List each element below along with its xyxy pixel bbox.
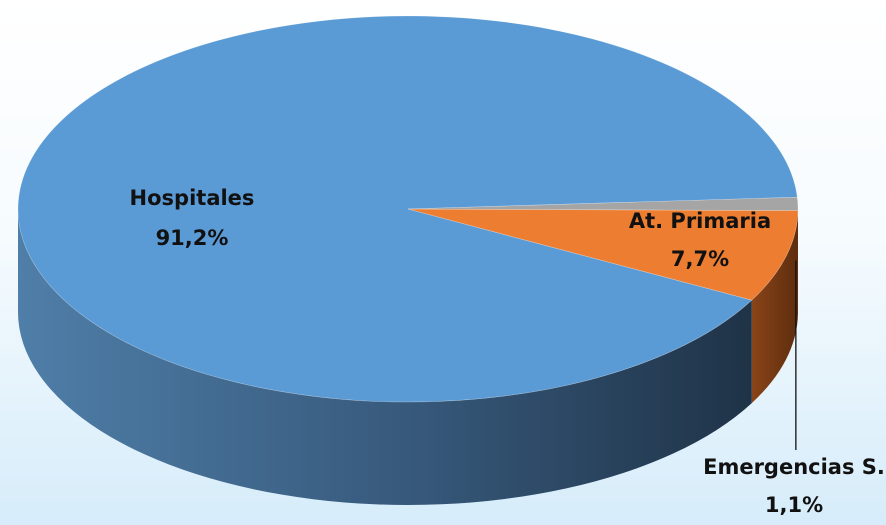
data-label-value: 91,2% (156, 226, 229, 250)
data-label-hospitales: Hospitales 91,2% (130, 186, 255, 250)
data-label-value: 1,1% (765, 493, 823, 517)
pie-slice-hospitales (17, 15, 798, 403)
data-label-emergencias-s: Emergencias S. 1,1% (703, 455, 885, 517)
data-labels: Hospitales 91,2% At. Primaria 7,7% Emergenci… (130, 186, 885, 517)
data-label-name: At. Primaria (629, 209, 771, 233)
data-label-name: Hospitales (130, 186, 255, 210)
data-label-name: Emergencias S. (703, 455, 885, 479)
data-label-at-primaria: At. Primaria 7,7% (629, 209, 771, 271)
pie-slice-emergencias-s (407, 196, 799, 211)
data-label-value: 7,7% (671, 247, 729, 271)
pie-side-at-primaria (751, 210, 798, 404)
pie-slice-at-primaria (407, 208, 799, 301)
pie-sides (18, 209, 798, 505)
pie-tops (17, 15, 799, 403)
pie-side-hospitales (18, 209, 752, 505)
